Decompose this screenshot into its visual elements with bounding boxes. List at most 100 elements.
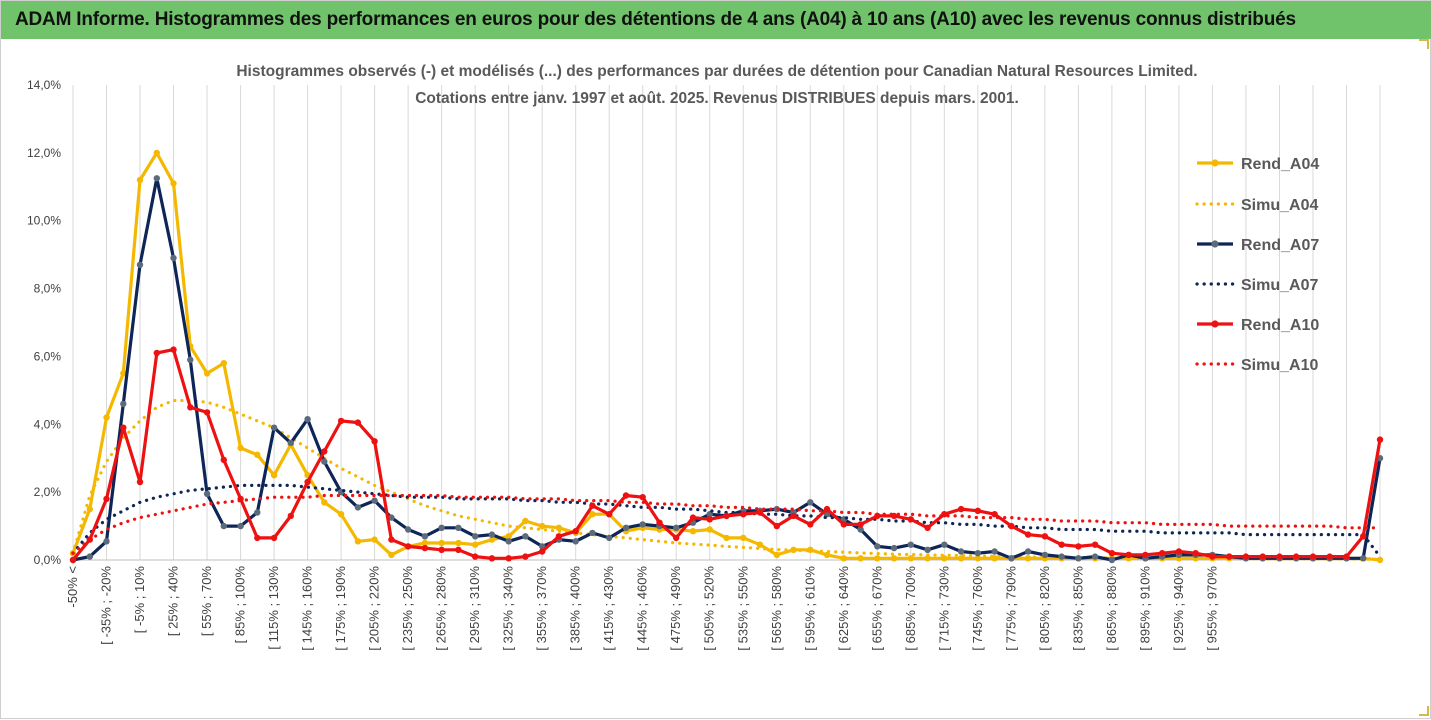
x-tick-label: [ 715% ; 730% [936,566,951,651]
series-point-rend-a10 [455,546,462,553]
series-point-rend-a07 [941,541,948,548]
series-point-rend-a04 [472,541,479,548]
series-point-rend-a10 [572,528,579,535]
series-point-rend-a07 [606,534,613,542]
series-point-rend-a04 [254,451,261,458]
series-point-rend-a04 [421,539,429,547]
series-point-rend-a07 [1008,555,1015,562]
series-point-rend-a10 [991,511,998,518]
series-point-rend-a04 [120,370,127,377]
legend-marker-rend-a04 [1211,159,1219,167]
series-point-rend-a07 [1360,555,1367,562]
series-point-rend-a07 [706,511,713,518]
series-point-rend-a07 [1024,548,1032,555]
corner-mark [1419,39,1429,49]
series-point-rend-a04 [773,551,780,559]
series-point-rend-a07 [857,526,864,533]
series-point-rend-a10 [170,346,177,353]
series-point-rend-a10 [270,534,278,542]
x-tick-label: [ 595% ; 610% [802,566,817,651]
series-point-rend-a10 [388,536,395,543]
y-tick-label: 0,0% [34,553,62,567]
series-point-rend-a07 [874,543,881,550]
series-point-rend-a04 [840,555,847,562]
x-tick-label: [ 115% ; 130% [266,566,281,650]
series-point-rend-a10 [1226,553,1233,560]
series-point-rend-a10 [337,417,345,425]
series-point-rend-a04 [756,541,764,548]
series-point-rend-a07 [890,544,898,552]
x-tick-label: [ 565% ; 580% [769,566,784,651]
x-tick-label: [ 445% ; 460% [635,566,650,651]
series-point-rend-a10 [1242,553,1250,560]
series-point-rend-a07 [572,538,579,545]
series-point-rend-a04 [153,149,160,157]
x-tick-label: [ 355% ; 370% [534,566,549,651]
y-tick-label: 14,0% [27,78,61,92]
series-point-rend-a07 [103,538,110,545]
series-point-rend-a07 [1108,556,1116,564]
series-point-rend-a10 [723,512,730,520]
x-tick-label: [ 85% ; 100% [233,566,248,644]
series-point-rend-a04 [689,528,697,535]
series-point-rend-a10 [1142,551,1149,559]
series-point-rend-a07 [270,424,278,431]
series-point-rend-a07 [505,538,512,545]
series-point-rend-a07 [153,175,160,182]
series-point-rend-a10 [1024,531,1032,538]
series-point-rend-a04 [455,539,462,547]
series-point-rend-a07 [1058,553,1065,560]
series-point-rend-a10 [153,349,160,357]
series-point-rend-a04 [354,538,362,545]
series-point-rend-a10 [1376,436,1384,443]
series-line-simu-a10 [71,493,1382,555]
y-tick-label: 2,0% [34,485,62,499]
series-point-rend-a10 [304,478,311,486]
report-banner: ADAM Informe. Histogrammes des performan… [1,1,1431,39]
series-point-rend-a10 [254,534,261,542]
series-point-rend-a10 [957,505,965,513]
series-point-rend-a10 [1041,533,1049,540]
series-point-rend-a10 [69,556,77,564]
series-point-rend-a04 [539,522,546,530]
series-point-rend-a04 [874,555,881,562]
series-point-rend-a10 [1259,553,1266,560]
series-point-rend-a10 [522,553,529,560]
series-point-rend-a04 [890,555,898,562]
series-point-rend-a10 [589,502,596,509]
series-point-rend-a10 [639,494,646,501]
y-tick-label: 10,0% [27,214,61,228]
series-line-rend-a04 [71,151,1381,562]
series-point-rend-a10 [220,456,227,464]
series-point-rend-a04 [723,534,730,542]
series-point-rend-a04 [337,511,345,518]
series-point-rend-a07 [472,533,479,540]
series-point-rend-a07 [455,524,462,531]
series-point-rend-a07 [907,541,914,548]
series-point-rend-a10 [790,512,797,520]
report-title: ADAM Informe. Histogrammes des performan… [15,9,1296,30]
legend-label-rend-a07: Rend_A07 [1241,237,1319,254]
series-point-rend-a04 [270,472,278,479]
series-point-rend-a10 [287,512,294,520]
axes: 0,0% 2,0% 4,0% 6,0% 8,0% 10,0% 12,0% 14,0% -50% … [27,78,1380,651]
chart-title-line: Cotations entre janv. 1997 et août. 2025… [415,90,1019,107]
series-point-rend-a07 [170,254,177,262]
legend-label-simu-a07: Simu_A07 [1241,277,1318,294]
chart-title-line: Histogrammes observés (-) et modélisés (… [236,63,1197,80]
series-point-rend-a10 [1209,553,1216,560]
series-point-rend-a10 [606,511,613,518]
series-point-rend-a07 [404,526,412,533]
series-point-rend-a07 [287,439,294,447]
x-tick-label: [ 625% ; 640% [836,566,851,651]
series-point-rend-a10 [1008,522,1015,530]
series-point-rend-a10 [907,516,914,523]
series-lines [69,149,1384,564]
series-point-rend-a04 [103,414,110,421]
series-point-rend-a10 [773,522,780,530]
series-point-rend-a10 [622,492,630,499]
series-point-rend-a07 [438,524,445,531]
series-point-rend-a07 [86,553,94,560]
series-point-rend-a10 [488,555,496,562]
